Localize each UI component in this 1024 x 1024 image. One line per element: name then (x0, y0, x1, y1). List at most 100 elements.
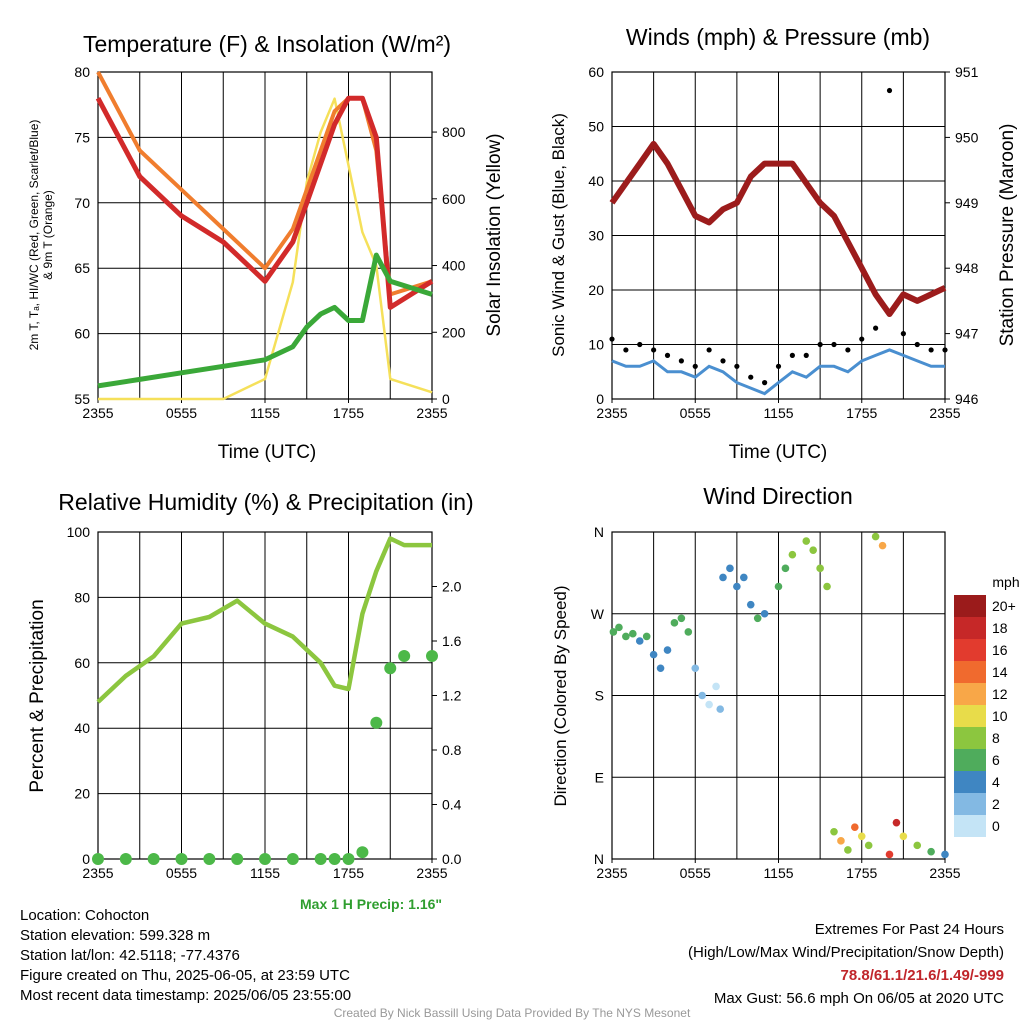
direction-point (656, 664, 665, 673)
y2-tick-label: 1.6 (442, 633, 462, 649)
gust-point (914, 341, 920, 348)
x-tick-label: 1755 (333, 405, 364, 421)
precip-point (426, 649, 438, 662)
temperature-series-line (95, 95, 434, 310)
direction-point (691, 664, 700, 673)
y2-tick-label: 946 (955, 391, 979, 407)
humidity-panel: Relative Humidity (%) & Precipitation (i… (27, 489, 474, 881)
gust-point (706, 347, 712, 353)
wind-speed-line (611, 348, 945, 396)
extremes-info: Extremes For Past 24 Hours (High/Low/Max… (688, 918, 1004, 1010)
direction-point (851, 823, 859, 832)
y-tick-label: 55 (74, 391, 90, 407)
direction-point (635, 637, 644, 645)
extremes-legend: (High/Low/Max Wind/Precipitation/Snow De… (688, 944, 1004, 961)
colorbar-label: 10 (992, 708, 1008, 724)
max-gust-text: Max Gust: 56.6 mph On 06/05 at 2020 UTC (713, 990, 1004, 1007)
direction-point (871, 532, 880, 541)
gust-point (789, 352, 795, 358)
direction-point (609, 628, 618, 636)
colorbar-title: mph (992, 574, 1019, 590)
y-tick-label: 40 (74, 720, 90, 736)
elevation-text: Station elevation: 599.328 m (20, 927, 211, 944)
x-tick-label: 2355 (416, 405, 447, 421)
colorbar-label: 8 (992, 730, 1000, 746)
gust-point (734, 363, 740, 369)
gust-point (873, 325, 879, 331)
plot-frame (611, 531, 946, 860)
winds-title: Winds (mph) & Pressure (mb) (626, 24, 930, 50)
x-tick-label: 1155 (763, 405, 793, 421)
plot-frame (611, 71, 946, 400)
direction-point (788, 550, 797, 559)
precip-point (203, 853, 216, 865)
gust-point (845, 347, 851, 353)
x-tick-label: 0555 (166, 865, 197, 881)
y-tick-label: 50 (588, 119, 604, 135)
direction-point (615, 623, 623, 632)
gust-point (748, 374, 754, 380)
y-tick-label: N (594, 524, 604, 540)
direction-point (878, 541, 887, 550)
x-tick-label: 2355 (416, 865, 447, 881)
colorbar-label: 16 (992, 642, 1008, 658)
humidity-plot-area: 2355 0555 1155 1755 23550204060801000.00.40.… (67, 524, 462, 881)
colorbar-label: 20+ (992, 598, 1016, 614)
station-info: Location: Cohocton Station elevation: 59… (20, 906, 351, 1006)
direction-point (941, 850, 949, 859)
gust-point (720, 358, 726, 364)
y2-tick-label: 600 (442, 191, 466, 207)
gust-point (775, 363, 782, 369)
gust-point (637, 341, 643, 348)
credit-text: Created By Nick Bassill Using Data Provi… (333, 1006, 691, 1020)
gust-point (651, 347, 657, 353)
direction-point (753, 614, 762, 623)
y-tick-label: 75 (74, 129, 90, 145)
gust-point (859, 336, 865, 342)
precip-point (398, 649, 411, 662)
y-tick-label: E (595, 769, 604, 785)
precip-point (328, 853, 341, 865)
y-tick-label: N (594, 851, 604, 867)
x-tick-label: 1755 (333, 865, 364, 881)
gust-point (928, 347, 934, 353)
precip-point (259, 853, 271, 865)
direction-point (844, 846, 852, 854)
x-tick-label: 1755 (846, 405, 877, 421)
colorbar-label: 0 (992, 818, 1000, 834)
x-tick-label: 2355 (596, 865, 627, 881)
direction-point (823, 582, 831, 591)
colorbar-label: 6 (992, 752, 1000, 768)
colorbar-swatch (954, 727, 986, 749)
y2-tick-label: 947 (955, 326, 979, 342)
direction-point (740, 573, 748, 582)
direction-point (663, 646, 672, 654)
temperature-series-line (96, 71, 433, 297)
colorbar-swatch (954, 683, 986, 705)
direction-point (719, 573, 727, 582)
colorbar-swatch (954, 617, 986, 639)
winds-xlabel: Time (UTC) (729, 442, 828, 463)
gust-point (762, 380, 768, 386)
precip-point (231, 853, 244, 865)
location-text: Location: Cohocton (20, 907, 150, 924)
direction-title: Wind Direction (703, 483, 853, 509)
temperature-title: Temperature (F) & Insolation (W/m²) (83, 31, 451, 57)
x-tick-label: 0555 (680, 405, 711, 421)
y-tick-label: 0 (82, 851, 90, 867)
colorbar-label: 12 (992, 686, 1008, 702)
colorbar-swatch (954, 639, 986, 661)
direction-point (857, 832, 866, 841)
winds-plot-area: 2355 0555 1155 1755 235501020304050609469479… (588, 64, 978, 421)
direction-point (629, 629, 637, 638)
direction-point (642, 632, 651, 641)
x-tick-label: 2355 (929, 865, 960, 881)
y-tick-label: 65 (74, 260, 90, 276)
direction-point (677, 614, 686, 623)
solar-ylabel: Solar Insolation (Yellow) (484, 133, 505, 336)
winds-panel: Winds (mph) & Pressure (mb) Sonic Wind &… (549, 24, 1018, 463)
y2-tick-label: 0.8 (442, 742, 462, 758)
y-tick-label: 70 (74, 195, 90, 211)
x-tick-label: 2355 (596, 405, 627, 421)
